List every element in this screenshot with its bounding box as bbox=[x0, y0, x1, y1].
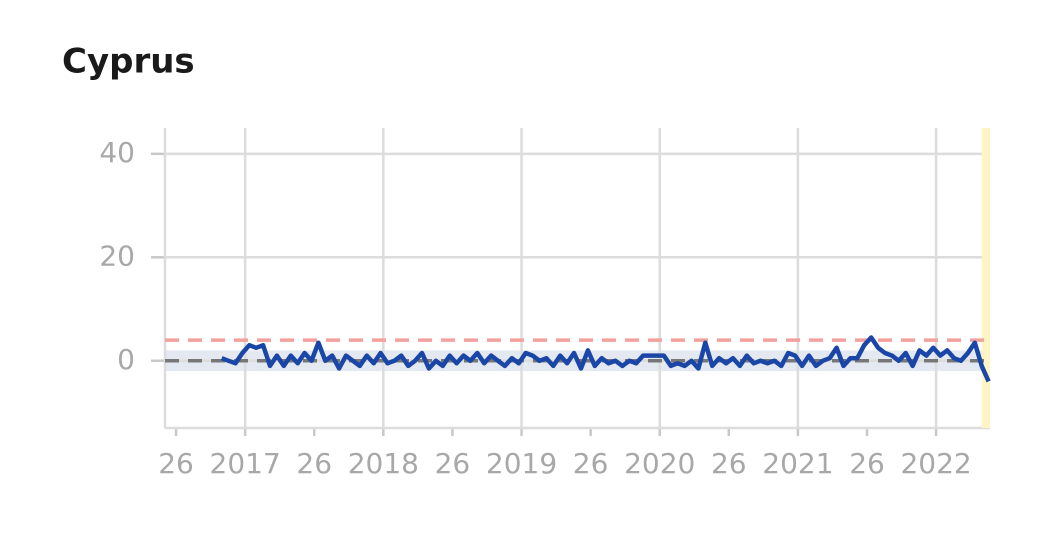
y-tick-label: 40 bbox=[99, 136, 135, 169]
x-tick-label: 2021 bbox=[762, 447, 833, 480]
data-line bbox=[220, 335, 991, 383]
x-tick-label: 26 bbox=[158, 447, 194, 480]
x-tick-label: 2022 bbox=[900, 447, 971, 480]
x-tick-label: 2017 bbox=[210, 447, 281, 480]
x-tick-label: 26 bbox=[849, 447, 885, 480]
y-tick-label: 20 bbox=[99, 239, 135, 272]
highlight-band bbox=[981, 128, 990, 428]
x-tick-label: 26 bbox=[711, 447, 747, 480]
x-tick-label: 26 bbox=[573, 447, 609, 480]
chart-title: Cyprus bbox=[62, 42, 195, 82]
x-tick-label: 26 bbox=[435, 447, 471, 480]
x-tick-label: 2019 bbox=[486, 447, 557, 480]
x-tick-label: 26 bbox=[296, 447, 332, 480]
y-tick-label: 0 bbox=[117, 343, 135, 376]
x-tick-label: 2020 bbox=[624, 447, 695, 480]
x-tick-label: 2018 bbox=[348, 447, 419, 480]
